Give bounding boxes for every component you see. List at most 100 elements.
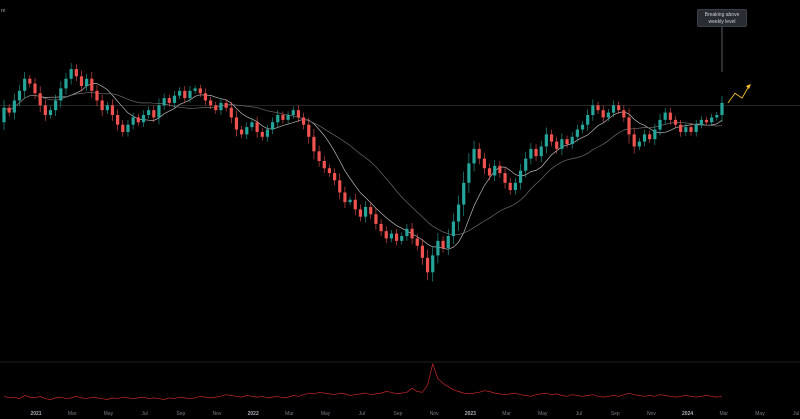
candle-down bbox=[338, 180, 342, 193]
candle-up bbox=[524, 158, 528, 171]
candle-up bbox=[389, 233, 394, 239]
x-tick-label: Jul bbox=[141, 411, 147, 417]
candle-up bbox=[606, 112, 610, 118]
candlestick-series bbox=[2, 63, 724, 282]
candle-up bbox=[23, 78, 27, 91]
candle-up bbox=[637, 141, 641, 147]
candle-up bbox=[54, 100, 58, 111]
candle-up bbox=[2, 107, 6, 123]
breakout-annotation: Breaking above weekly level bbox=[697, 9, 747, 27]
ma-slow-line bbox=[3, 92, 723, 236]
candle-down bbox=[229, 107, 233, 118]
candle-up bbox=[462, 182, 466, 205]
candle-up bbox=[456, 204, 461, 222]
candle-down bbox=[136, 117, 140, 123]
candle-down bbox=[482, 158, 486, 169]
projection-arrow bbox=[727, 84, 751, 104]
candle-down bbox=[441, 240, 445, 249]
candle-up bbox=[405, 228, 409, 237]
x-tick-label: May bbox=[755, 411, 765, 417]
candle-up bbox=[219, 102, 223, 111]
candle-down bbox=[358, 209, 363, 217]
candle-down bbox=[302, 117, 306, 125]
x-tick-label: Mar bbox=[285, 411, 294, 417]
candle-down bbox=[353, 199, 357, 210]
candle-down bbox=[152, 110, 156, 118]
candle-up bbox=[271, 122, 275, 130]
candle-up bbox=[544, 134, 548, 147]
candle-up bbox=[451, 221, 455, 237]
candle-down bbox=[234, 117, 239, 130]
candle-down bbox=[596, 105, 600, 111]
candle-down bbox=[384, 231, 388, 239]
candle-down bbox=[503, 173, 507, 183]
projection-line bbox=[727, 85, 750, 104]
candle-up bbox=[193, 88, 197, 91]
candle-down bbox=[79, 76, 84, 86]
candle-down bbox=[622, 110, 626, 118]
candle-down bbox=[394, 233, 399, 241]
candle-down bbox=[74, 69, 78, 77]
candle-down bbox=[555, 141, 559, 149]
projection-arrowhead bbox=[746, 84, 751, 89]
x-tick-label: Mar bbox=[68, 411, 77, 417]
candle-up bbox=[141, 115, 146, 123]
candle-down bbox=[627, 117, 631, 135]
candle-down bbox=[327, 168, 332, 174]
candle-up bbox=[467, 163, 471, 183]
candle-up bbox=[59, 88, 63, 101]
candle-down bbox=[38, 93, 42, 106]
x-tick-label: Mar bbox=[502, 411, 511, 417]
candle-up bbox=[653, 129, 657, 140]
candle-up bbox=[276, 115, 280, 123]
candle-down bbox=[632, 134, 636, 147]
moving-averages bbox=[3, 83, 723, 250]
x-tick-label: Jul bbox=[793, 411, 799, 417]
candle-up bbox=[348, 199, 352, 203]
candle-up bbox=[694, 124, 698, 132]
candle-up bbox=[265, 129, 270, 137]
candle-down bbox=[679, 124, 683, 132]
x-tick-label: 2022 bbox=[248, 411, 259, 417]
candle-down bbox=[281, 115, 285, 120]
x-tick-label: Jul bbox=[359, 411, 365, 417]
candle-down bbox=[7, 107, 11, 113]
candle-down bbox=[224, 102, 228, 108]
candle-up bbox=[591, 105, 595, 116]
candle-up bbox=[162, 98, 166, 106]
candle-down bbox=[508, 182, 512, 191]
candle-up bbox=[245, 127, 249, 135]
candle-up bbox=[539, 146, 543, 157]
candle-up bbox=[710, 117, 714, 123]
candle-down bbox=[668, 112, 672, 120]
candle-up bbox=[126, 124, 130, 132]
candle-down bbox=[498, 165, 502, 174]
candle-up bbox=[400, 236, 404, 241]
candle-down bbox=[116, 115, 120, 125]
candle-down bbox=[617, 105, 621, 111]
x-tick-label: 2024 bbox=[682, 411, 693, 417]
x-axis: 2021 Mar May Jul Sep Nov 2022 Mar May Jul Sep Nov 20… bbox=[30, 411, 799, 417]
candle-up bbox=[658, 119, 662, 130]
candle-up bbox=[575, 129, 579, 137]
candle-down bbox=[43, 105, 47, 116]
indicator-pane bbox=[3, 362, 723, 400]
candle-down bbox=[601, 110, 605, 118]
candle-down bbox=[209, 100, 213, 106]
x-tick-label: Nov bbox=[430, 411, 439, 417]
candle-up bbox=[560, 139, 564, 149]
candle-up bbox=[518, 170, 523, 183]
candle-down bbox=[121, 124, 125, 132]
candle-down bbox=[167, 98, 171, 103]
candle-up bbox=[446, 236, 450, 249]
x-tick-label: Nov bbox=[647, 411, 656, 417]
candle-up bbox=[529, 148, 533, 159]
candle-up bbox=[69, 69, 73, 79]
x-tick-label: May bbox=[321, 411, 331, 417]
candle-down bbox=[296, 110, 301, 118]
candle-up bbox=[699, 119, 703, 125]
candle-up bbox=[642, 134, 647, 142]
candle-down bbox=[425, 257, 430, 273]
candle-up bbox=[431, 255, 435, 273]
